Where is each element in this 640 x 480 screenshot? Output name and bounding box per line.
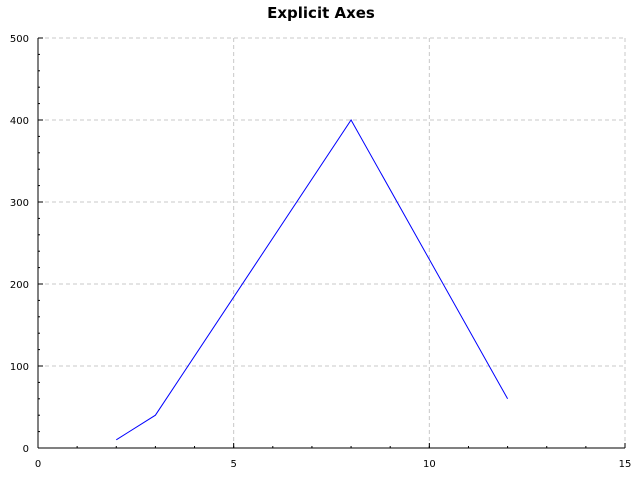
x-tick-label: 5 xyxy=(230,459,236,470)
axes: 0 5 10 15 0 100 200 300 400 500 xyxy=(10,34,631,470)
y-tick-label: 300 xyxy=(10,198,29,209)
series-line xyxy=(116,119,509,441)
grid xyxy=(38,37,626,448)
y-tick-label: 200 xyxy=(10,280,29,291)
y-tick-label: 0 xyxy=(23,444,29,455)
series-layer xyxy=(116,119,509,441)
x-tick-label: 10 xyxy=(423,459,436,470)
chart-title: Explicit Axes xyxy=(267,4,375,22)
y-tick-label: 100 xyxy=(10,362,29,373)
y-tick-label: 400 xyxy=(10,116,29,127)
x-tick-label: 15 xyxy=(619,459,632,470)
y-tick-label: 500 xyxy=(10,34,29,45)
x-tick-label: 0 xyxy=(35,459,41,470)
